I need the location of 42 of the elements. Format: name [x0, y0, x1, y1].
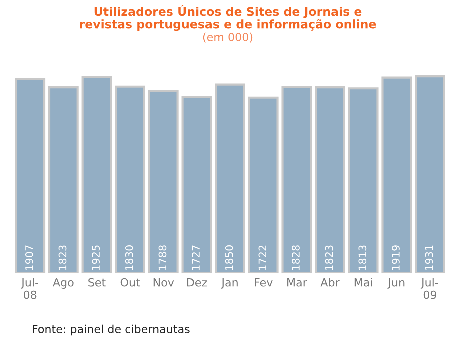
data-label: 1788 [158, 246, 167, 270]
data-label: 1925 [92, 246, 100, 270]
data-label: 1823 [58, 246, 67, 270]
x-tick-label: Jul- 09 [420, 278, 438, 300]
data-label: 1823 [325, 246, 334, 270]
data-label: 1830 [125, 246, 134, 270]
data-label: 1828 [292, 246, 300, 270]
bar [315, 86, 346, 274]
bar [282, 86, 312, 274]
bar [215, 84, 246, 274]
data-label: 1727 [192, 246, 200, 270]
bar [382, 76, 412, 274]
x-tick-label: Jun [388, 278, 405, 289]
x-tick-label: Mar [288, 278, 308, 287]
x-tick-label: Mai [354, 278, 372, 287]
x-tick-label: Nov [154, 278, 174, 287]
x-tick-label: Jul- 08 [21, 278, 39, 300]
data-label: 1813 [358, 246, 367, 270]
chart-subtitle: (em 000) [203, 32, 253, 43]
bar [82, 76, 112, 274]
bar [148, 90, 179, 274]
x-tick-label: Ago [53, 278, 74, 289]
bar [115, 86, 146, 274]
x-tick-label: Dez [187, 278, 208, 287]
x-tick-label: Jan [221, 278, 238, 289]
x-tick-label: Abr [320, 278, 340, 287]
bar [15, 78, 46, 274]
bar [48, 86, 79, 274]
x-tick-label: Set [88, 278, 106, 287]
bar [415, 76, 446, 274]
data-label: 1850 [225, 246, 234, 270]
data-label: 1907 [25, 246, 34, 270]
data-label: 1931 [425, 246, 434, 270]
bar [248, 96, 279, 274]
source-note: Fonte: painel de cibernautas [33, 324, 190, 336]
bar [182, 96, 212, 274]
x-tick-label: Out [120, 278, 140, 287]
data-label: 1722 [258, 246, 266, 270]
data-label: 1919 [392, 246, 400, 270]
x-tick-label: Fev [255, 278, 273, 287]
bar [348, 88, 379, 274]
chart-title: Utilizadores Únicos de Sites de Jornais e revistas portuguesas e de informação online [80, 5, 376, 32]
